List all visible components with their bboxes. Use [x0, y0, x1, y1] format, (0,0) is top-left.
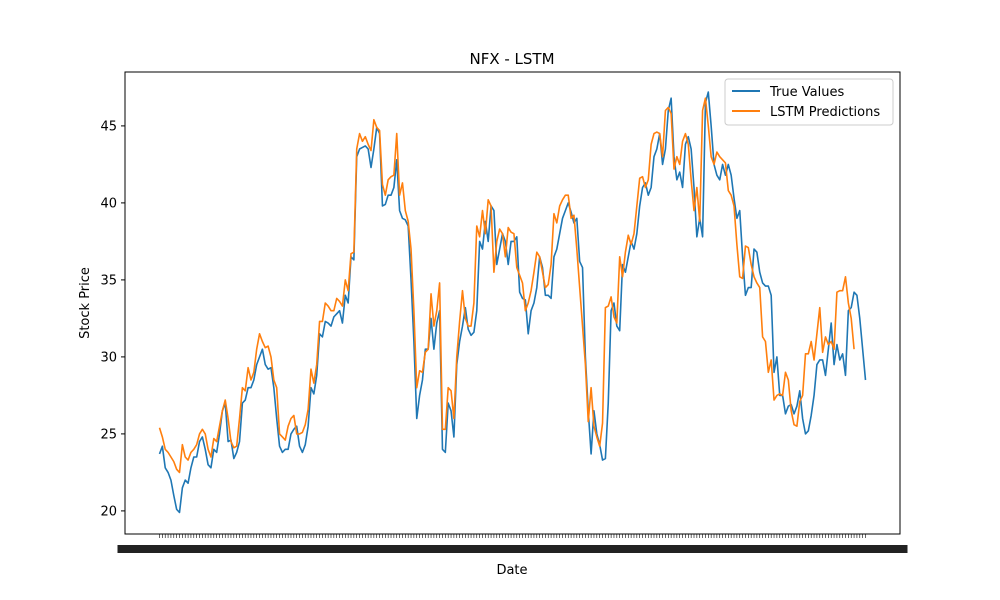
legend-box [724, 78, 894, 126]
plot-area-frame [124, 71, 901, 535]
legend: True Values LSTM Predictions [724, 78, 894, 126]
y-axis-label: Stock Price [78, 267, 93, 339]
y-axis-ticks: 20 25 30 35 40 45 [100, 119, 125, 519]
x-tick-labels-overlap [117, 545, 908, 553]
legend-label-lstm-predictions: LSTM Predictions [770, 105, 880, 120]
y-tick-label: 45 [100, 119, 117, 134]
series-lines [158, 91, 867, 514]
y-tick-label: 35 [100, 273, 117, 288]
y-tick-label: 40 [100, 196, 117, 211]
x-axis-ticks [117, 534, 908, 553]
series-line-true-values [158, 91, 867, 514]
chart-title: NFX - LSTM [469, 50, 554, 68]
y-tick-label: 20 [100, 504, 117, 519]
legend-label-true-values: True Values [769, 85, 844, 100]
x-axis-label: Date [496, 563, 527, 578]
y-tick-label: 30 [100, 350, 117, 365]
series-line-lstm-predictions [158, 97, 855, 474]
y-tick-label: 25 [100, 427, 117, 442]
